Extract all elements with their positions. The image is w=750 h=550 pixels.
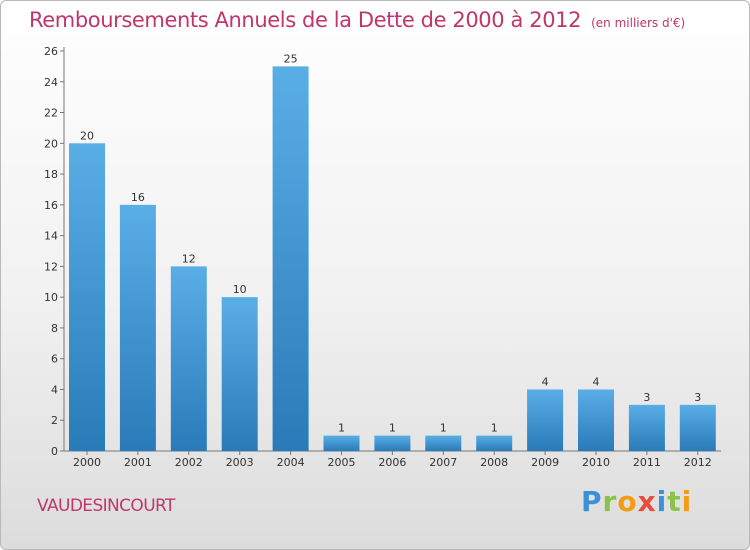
- data-label: 3: [694, 391, 701, 404]
- y-tick-label: 26: [44, 45, 58, 58]
- data-label: 4: [593, 375, 600, 388]
- data-label: 12: [182, 252, 196, 265]
- y-tick-label: 16: [44, 199, 58, 212]
- bar: [170, 266, 207, 451]
- y-tick-label: 10: [44, 291, 58, 304]
- logo-letter: P: [581, 485, 603, 518]
- unit-note: (en milliers d'€): [591, 16, 686, 30]
- bar: [323, 435, 360, 451]
- y-tick-label: 20: [44, 137, 58, 150]
- bar: [272, 66, 309, 451]
- bar: [527, 389, 564, 451]
- logo-letter: r: [602, 485, 618, 518]
- y-tick-label: 0: [51, 445, 58, 458]
- data-label: 25: [284, 52, 298, 65]
- bar: [628, 404, 665, 451]
- x-tick-label: 2005: [328, 456, 356, 469]
- x-tick-label: 2002: [175, 456, 203, 469]
- logo-letter: t: [667, 485, 682, 518]
- data-label: 4: [542, 375, 549, 388]
- bars: [69, 66, 716, 452]
- bar: [679, 404, 716, 451]
- bar: [578, 389, 614, 451]
- data-label: 10: [233, 283, 247, 296]
- x-tick-label: 2006: [378, 456, 406, 469]
- proxiti-logo: Proxiti: [581, 485, 692, 518]
- y-tick-label: 4: [51, 383, 58, 396]
- logo-letter: x: [637, 485, 657, 518]
- data-label: 1: [491, 422, 498, 435]
- x-tick-label: 2004: [277, 456, 305, 469]
- x-tick-label: 2009: [531, 456, 559, 469]
- data-label: 3: [643, 391, 650, 404]
- y-tick-label: 6: [51, 353, 58, 366]
- x-tick-label: 2011: [633, 456, 661, 469]
- bar: [425, 435, 462, 451]
- x-tick-label: 2012: [684, 456, 712, 469]
- x-tick-label: 2010: [582, 456, 610, 469]
- data-label: 16: [131, 191, 145, 204]
- y-tick-label: 8: [51, 322, 58, 335]
- data-label: 1: [389, 422, 396, 435]
- bar: [221, 297, 258, 451]
- chart-title-text: Remboursements Annuels de la Dette de 20…: [29, 8, 582, 32]
- data-label: 1: [338, 422, 345, 435]
- logo-letter: i: [681, 485, 693, 518]
- x-tick-label: 2003: [226, 456, 254, 469]
- bar: [119, 204, 156, 451]
- x-tick-label: 2007: [429, 456, 457, 469]
- x-tick-label: 2001: [124, 456, 152, 469]
- bar: [374, 435, 411, 451]
- labels: 2000 20 2001 16 2002 12 2003 10 2004 25 2005 1 2006 1…: [73, 52, 712, 469]
- y-tick-label: 12: [44, 260, 58, 273]
- y-tick-label: 2: [51, 414, 58, 427]
- logo-letter: o: [617, 485, 638, 518]
- y-tick-label: 18: [44, 168, 58, 181]
- data-label: 20: [80, 129, 94, 142]
- bar: [69, 143, 105, 452]
- x-tick-label: 2000: [73, 456, 101, 469]
- y-tick-label: 24: [44, 76, 58, 89]
- data-label: 1: [440, 422, 447, 435]
- y-tick-label: 22: [44, 107, 58, 120]
- bar: [476, 435, 513, 451]
- x-tick-label: 2008: [480, 456, 508, 469]
- logo-letter: i: [656, 485, 668, 518]
- chart-title: Remboursements Annuels de la Dette de 20…: [29, 8, 685, 32]
- town-name: VAUDESINCOURT: [37, 496, 175, 516]
- y-tick-label: 14: [44, 230, 58, 243]
